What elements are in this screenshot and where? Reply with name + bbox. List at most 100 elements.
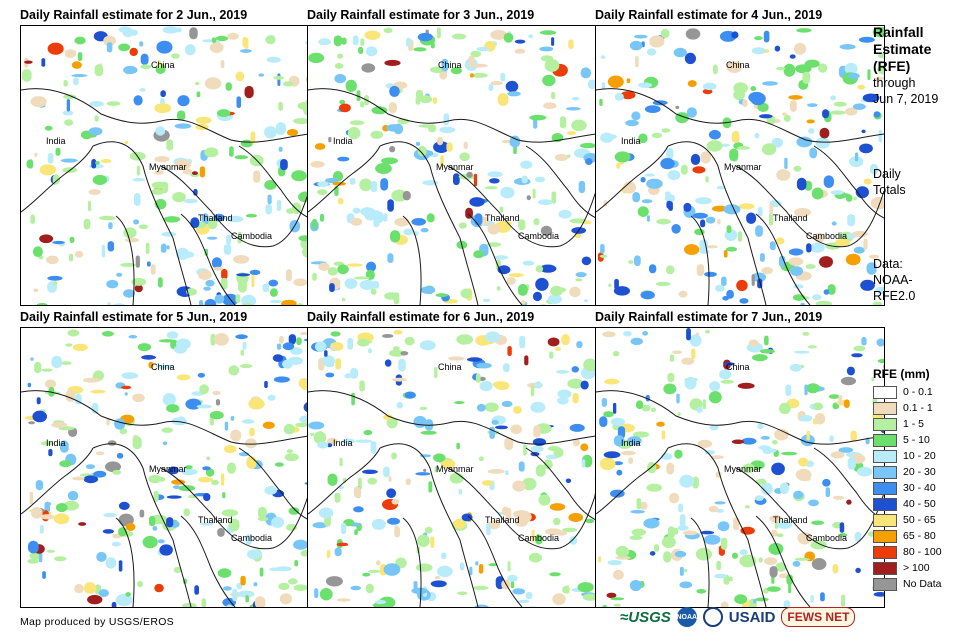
rainfall-blob	[299, 415, 309, 424]
rainfall-blob	[709, 425, 719, 431]
rainfall-blob	[335, 358, 341, 370]
rainfall-blob	[417, 145, 427, 157]
rainfall-map[interactable]: China India Myanmar Thailand Cambodia	[20, 327, 310, 608]
rainfall-blob	[443, 113, 449, 125]
usgs-logo: ≈USGS	[620, 608, 671, 626]
rainfall-blob	[264, 380, 268, 388]
rainfall-blob	[501, 139, 512, 144]
rainfall-map[interactable]: China India Myanmar Thailand Cambodia	[595, 25, 885, 306]
rainfall-blob	[705, 329, 710, 334]
rainfall-blob	[51, 355, 63, 369]
rainfall-blob	[341, 522, 347, 535]
rainfall-blob	[383, 414, 393, 420]
rainfall-blob	[272, 354, 284, 362]
rainfall-blob	[100, 159, 112, 164]
rainfall-blob	[394, 526, 400, 538]
rainfall-blob	[236, 582, 243, 590]
rainfall-blob	[830, 451, 845, 459]
rainfall-blob	[54, 556, 67, 562]
rainfall-blob	[471, 72, 488, 78]
rainfall-blob	[769, 203, 774, 216]
rainfall-blob	[604, 378, 620, 385]
rainfall-blob	[620, 450, 636, 456]
rainfall-blob	[580, 67, 591, 79]
rainfall-blob	[623, 331, 632, 337]
rainfall-blob	[88, 189, 101, 195]
rainfall-blob	[430, 536, 435, 548]
map-label-cambodia: Cambodia	[231, 533, 272, 543]
rainfall-blob	[413, 47, 427, 52]
rainfall-blob	[495, 425, 508, 430]
rainfall-blob	[742, 99, 748, 107]
rainfall-blob	[551, 91, 556, 100]
rainfall-blob	[182, 168, 193, 175]
rainfall-blob	[83, 582, 97, 594]
rainfall-blob	[740, 526, 755, 535]
rainfall-blob	[66, 99, 70, 112]
rainfall-blob	[819, 127, 830, 139]
rainfall-blob	[359, 178, 373, 192]
rainfall-blob	[721, 276, 727, 286]
rainfall-blob	[273, 75, 284, 80]
rainfall-blob	[612, 350, 620, 357]
rainfall-blob	[620, 91, 636, 100]
rainfall-blob	[350, 585, 362, 591]
rainfall-blob	[870, 196, 884, 210]
rainfall-blob	[166, 495, 182, 499]
rainfall-blob	[476, 362, 492, 369]
rainfall-blob	[638, 82, 653, 88]
rainfall-blob	[578, 180, 586, 194]
rainfall-map[interactable]: China India Myanmar Thailand Cambodia	[307, 25, 597, 306]
rainfall-blob	[175, 159, 191, 170]
rainfall-blob	[783, 600, 791, 607]
rainfall-map[interactable]: China India Myanmar Thailand Cambodia	[595, 327, 885, 608]
rainfall-blob	[423, 468, 427, 472]
legend-swatch	[873, 385, 897, 399]
rainfall-blob	[696, 264, 705, 277]
rainfall-blob	[811, 558, 827, 570]
rainfall-blob	[722, 296, 729, 301]
rainfall-map[interactable]: China India Myanmar Thailand Cambodia	[307, 327, 597, 608]
rainfall-blob	[569, 286, 581, 298]
rainfall-blob	[118, 560, 123, 572]
rainfall-blob	[528, 34, 533, 39]
rainfall-blob	[667, 170, 681, 181]
rainfall-blob	[434, 367, 438, 378]
rainfall-blob	[39, 234, 54, 244]
rainfall-blob	[656, 421, 665, 427]
product-title-line1: Rainfall	[873, 24, 924, 40]
rainfall-blob	[337, 197, 344, 205]
rainfall-map[interactable]: China India Myanmar Thailand Cambodia	[20, 25, 310, 306]
rainfall-blob	[125, 592, 131, 597]
rainfall-blob	[166, 517, 174, 528]
rainfall-blob	[750, 86, 757, 92]
rainfall-blob	[576, 341, 583, 349]
rainfall-blob	[415, 472, 431, 476]
rainfall-blob	[789, 363, 802, 372]
rainfall-blob	[733, 82, 748, 94]
rainfall-blob	[106, 418, 110, 426]
rainfall-blob	[391, 452, 397, 460]
rainfall-blob	[631, 528, 647, 536]
rainfall-blob	[415, 89, 424, 99]
rainfall-blob	[370, 441, 377, 454]
rainfall-blob	[293, 539, 309, 550]
rainfall-blob	[60, 361, 72, 365]
rainfall-blob	[250, 131, 256, 144]
rainfall-blob	[350, 217, 363, 226]
rainfall-blob	[534, 381, 542, 389]
rainfall-blob	[77, 52, 83, 61]
rainfall-blob	[587, 79, 596, 90]
rainfall-blob	[171, 479, 186, 485]
rainfall-blob	[703, 534, 721, 545]
rainfall-blob	[235, 294, 241, 303]
rainfall-blob	[433, 141, 450, 153]
rainfall-blob	[29, 491, 33, 505]
rainfall-blob	[679, 581, 693, 589]
rainfall-blob	[507, 561, 511, 572]
rainfall-blob	[221, 509, 239, 517]
rainfall-blob	[628, 457, 633, 464]
rainfall-blob	[549, 572, 561, 577]
rainfall-blob	[723, 204, 741, 215]
rainfall-map-graphic: China India Myanmar Thailand Cambodia	[596, 328, 884, 607]
